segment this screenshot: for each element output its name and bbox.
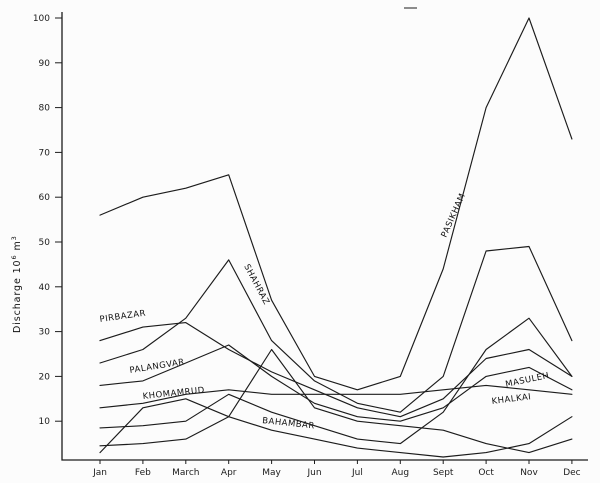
y-tick-label: 30: [39, 328, 51, 338]
month-label: Jun: [306, 468, 321, 478]
axes: [61, 12, 588, 461]
y-tick-label: 90: [39, 59, 51, 69]
series-label-pirbazar: PIRBAZAR: [99, 309, 147, 325]
y-tick-label: 100: [33, 14, 50, 24]
month-label: Jan: [92, 468, 107, 478]
series-label-palangvar: PALANGVAR: [129, 357, 185, 376]
month-label: Oct: [478, 468, 494, 478]
month-label: May: [262, 468, 281, 478]
series-line-masuleh: [99, 317, 573, 445]
y-tick-label: 20: [39, 372, 51, 382]
series-label-masuleh: MASULEH: [505, 371, 551, 390]
series-line-palangvar: [99, 344, 573, 422]
y-axis-title: Discharge 106 m3: [10, 235, 23, 333]
series-label-pasikham: PASIKHAM: [440, 192, 468, 239]
y-tick-label: 80: [39, 104, 51, 114]
series-line-pirbazar: [99, 322, 573, 418]
series-line-khalkai: [99, 384, 573, 409]
month-label: Dec: [563, 468, 580, 478]
y-tick-label: 70: [39, 148, 51, 158]
month-label: Aug: [392, 468, 410, 478]
y-tick-label: 10: [39, 417, 51, 427]
series-line-bahambar: [99, 416, 573, 458]
month-label: Sept: [433, 468, 454, 478]
y-tick-label: 60: [39, 193, 51, 203]
series-line-khomamrud: [99, 348, 573, 454]
month-label: Feb: [135, 468, 151, 478]
month-label: March: [172, 468, 199, 478]
y-tick-label: 50: [39, 238, 51, 248]
series-line-pasikham: [99, 17, 573, 391]
month-label: Nov: [520, 468, 538, 478]
month-label: Jul: [351, 468, 363, 478]
series-label-khalkai: KHALKAI: [491, 392, 532, 407]
month-label: Apr: [221, 468, 237, 478]
y-tick-label: 40: [39, 283, 51, 293]
